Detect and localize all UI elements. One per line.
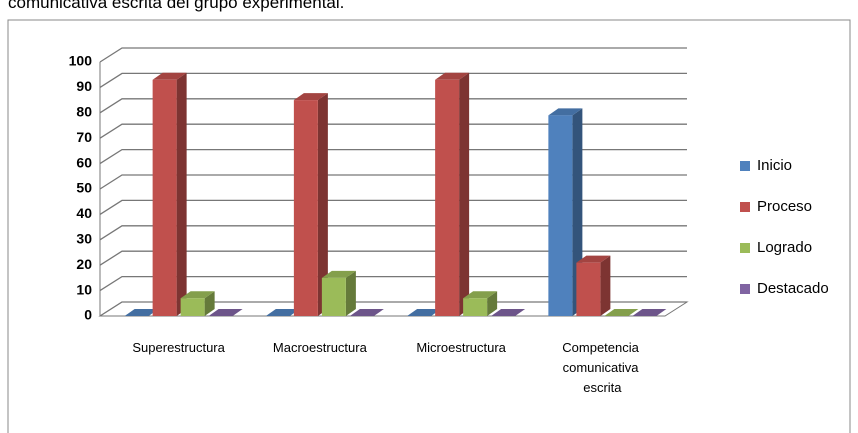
bar-face [152, 79, 177, 316]
x-tick-label: Microestructura [416, 340, 506, 355]
y-tick-label: 70 [76, 129, 92, 145]
y-tick-label: 10 [76, 281, 92, 297]
y-tick-label: 0 [84, 307, 92, 323]
y-tick-label: 90 [76, 78, 92, 94]
legend-label: Logrado [757, 239, 812, 256]
bar-face [604, 309, 639, 316]
bar [604, 309, 639, 316]
x-tick-label: Competencia comunicativa escrita [562, 340, 642, 395]
bar-face [204, 291, 215, 316]
bar [632, 309, 667, 316]
grid-line [99, 123, 687, 139]
bar-face [548, 108, 583, 116]
grid-line [99, 47, 687, 63]
legend-label: Inicio [757, 157, 792, 174]
grid-line [99, 148, 687, 165]
x-tick-label: Macroestructura [273, 340, 368, 355]
y-tick-label: 30 [76, 231, 92, 247]
y-tick-label: 50 [76, 180, 92, 196]
bar [180, 291, 215, 316]
caption: comunicativa escrita del grupo experimen… [8, 0, 344, 12]
grid-line [99, 250, 687, 266]
legend-swatch [740, 243, 750, 253]
bar-face [293, 100, 318, 316]
bar [208, 309, 243, 316]
y-tick-label: 20 [76, 256, 92, 272]
bar-face [345, 270, 356, 316]
bar-face [576, 255, 611, 263]
bar [463, 291, 498, 316]
y-tick-label: 40 [76, 205, 92, 221]
bar-face [317, 93, 328, 316]
bar [435, 72, 470, 316]
legend-swatch [740, 202, 750, 212]
bar-face [180, 298, 205, 316]
grid-line [99, 72, 687, 88]
legend-label: Destacado [757, 280, 829, 297]
bar-face [600, 255, 611, 316]
bar [293, 93, 328, 316]
bar-face [459, 72, 470, 316]
bar-face [435, 72, 470, 80]
bar [349, 309, 384, 316]
grid-line [99, 301, 687, 317]
bar-face [548, 115, 573, 316]
grid-line [99, 174, 687, 190]
x-tick-label: Superestructura [132, 340, 225, 355]
bar [152, 72, 187, 316]
bar-face [180, 291, 215, 299]
bar [548, 108, 583, 316]
y-tick-label: 100 [69, 53, 93, 69]
bar [407, 309, 442, 316]
bar [576, 255, 611, 316]
y-tick-label: 60 [76, 154, 92, 170]
bar [265, 309, 300, 316]
bar-face [487, 291, 498, 316]
legend-label: Proceso [757, 198, 812, 215]
bar-face [208, 309, 243, 316]
bar-face [152, 72, 187, 80]
bar-face [265, 309, 300, 316]
bar-face [463, 298, 488, 316]
grid-line [99, 275, 687, 292]
bar-face [576, 262, 601, 316]
bar-face [491, 309, 526, 316]
bar-face [124, 309, 159, 316]
bar-face [176, 72, 187, 316]
legend-swatch [740, 284, 750, 294]
bar [124, 309, 159, 316]
bar-face [435, 79, 460, 316]
bar [491, 309, 526, 316]
bar-face [407, 309, 442, 316]
bar-face [349, 309, 384, 316]
legend-swatch [740, 161, 750, 171]
bar [321, 270, 356, 316]
bar-face [463, 291, 498, 299]
bar-face [321, 277, 346, 316]
grid-line [99, 98, 687, 114]
grid-line [99, 199, 687, 215]
bar-face [293, 93, 328, 101]
bar-face [632, 309, 667, 316]
bar-face [321, 270, 356, 278]
y-tick-label: 80 [76, 104, 92, 120]
grid-line [99, 225, 687, 241]
chart-border [7, 19, 851, 433]
